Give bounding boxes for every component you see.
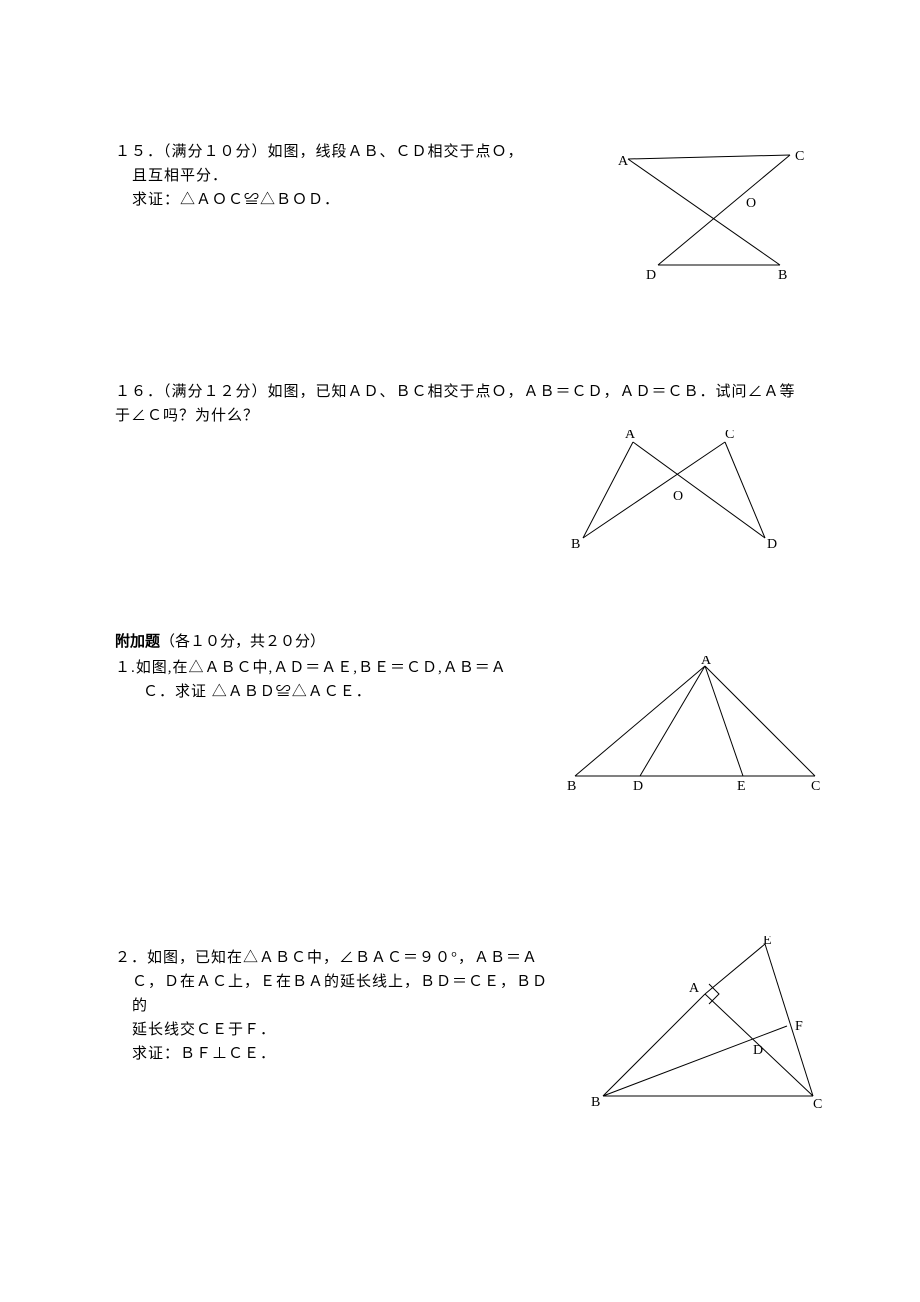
- figure-bonus1-svg: A B D E C: [565, 656, 835, 796]
- label-B: B: [591, 1095, 600, 1110]
- problem-text-line1: 如图，线段ＡＢ、ＣＤ相交于点Ｏ，: [268, 144, 524, 160]
- bonus-2: ２．如图，已知在△ＡＢＣ中，∠ＢＡＣ＝９０°，ＡＢ＝Ａ Ｃ，Ｄ在ＡＣ上，Ｅ在ＢＡ…: [115, 946, 805, 1126]
- label-B: B: [567, 779, 576, 794]
- problem-number: １.: [115, 660, 136, 676]
- problem-text-line1: 如图，已知在△ＡＢＣ中，∠ＢＡＣ＝９０°，ＡＢ＝Ａ: [147, 950, 538, 966]
- problem-text-line3: 求证：△ＡＯＣ≌△ＢＯＤ．: [115, 188, 555, 212]
- figure-15: A C O D B: [610, 145, 815, 290]
- problem-16: １６．（满分１２分）如图，已知ＡＤ、ＢＣ相交于点Ｏ，ＡＢ＝ＣＤ，ＡＤ＝ＣＢ．试问…: [115, 380, 805, 550]
- bonus-1: １.如图,在△ＡＢＣ中,ＡＤ＝ＡＥ,ＢＥ＝ＣＤ,ＡＢ＝Ａ Ｃ．求证 △ＡＢＤ≌△…: [115, 656, 805, 806]
- label-B: B: [778, 268, 787, 283]
- problem-points: （满分１０分）: [163, 144, 268, 160]
- problem-15: １５．（满分１０分）如图，线段ＡＢ、ＣＤ相交于点Ｏ， 且互相平分． 求证：△ＡＯ…: [115, 140, 805, 280]
- figure-16: A C O B D: [565, 430, 785, 560]
- label-O: O: [746, 196, 756, 211]
- problem-text-line2: Ｃ．求证 △ＡＢＤ≌△ＡＣＥ．: [115, 680, 545, 704]
- problem-text-line4: 求证：ＢＦ⊥ＣＥ．: [115, 1042, 555, 1066]
- label-O: O: [673, 489, 683, 504]
- problem-text-line2: Ｃ，Ｄ在ＡＣ上，Ｅ在ＢＡ的延长线上，ＢＤ＝ＣＥ，ＢＤ的: [115, 970, 555, 1018]
- label-C: C: [795, 149, 804, 164]
- figure-16-svg: A C O B D: [565, 430, 785, 555]
- label-D: D: [633, 779, 643, 794]
- label-A: A: [701, 656, 712, 668]
- bonus-header: 附加题（各１０分，共２０分）: [115, 630, 805, 654]
- label-E: E: [763, 936, 772, 948]
- problem-number: ２．: [115, 950, 147, 966]
- problem-number: １６．: [115, 384, 163, 400]
- label-C: C: [725, 430, 734, 442]
- label-D: D: [767, 537, 777, 552]
- problem-text-line3: 延长线交ＣＥ于Ｆ．: [115, 1018, 555, 1042]
- figure-15-svg: A C O D B: [610, 145, 815, 285]
- label-D: D: [753, 1043, 763, 1058]
- bonus-title: 附加题: [115, 634, 160, 650]
- problem-16-text: １６．（满分１２分）如图，已知ＡＤ、ＢＣ相交于点Ｏ，ＡＢ＝ＣＤ，ＡＤ＝ＣＢ．试问…: [115, 380, 805, 428]
- label-A: A: [625, 430, 636, 442]
- label-B: B: [571, 537, 580, 552]
- label-D: D: [646, 268, 656, 283]
- problem-text-line2: 且互相平分．: [115, 164, 555, 188]
- problem-points: （满分１２分）: [163, 384, 268, 400]
- problem-15-text: １５．（满分１０分）如图，线段ＡＢ、ＣＤ相交于点Ｏ， 且互相平分． 求证：△ＡＯ…: [115, 140, 555, 212]
- label-E: E: [737, 779, 746, 794]
- bonus-1-text: １.如图,在△ＡＢＣ中,ＡＤ＝ＡＥ,ＢＥ＝ＣＤ,ＡＢ＝Ａ Ｃ．求证 △ＡＢＤ≌△…: [115, 656, 545, 704]
- bonus-points: （各１０分，共２０分）: [160, 634, 325, 650]
- bonus-2-text: ２．如图，已知在△ＡＢＣ中，∠ＢＡＣ＝９０°，ＡＢ＝Ａ Ｃ，Ｄ在ＡＣ上，Ｅ在ＢＡ…: [115, 946, 555, 1066]
- label-F: F: [795, 1019, 803, 1034]
- figure-bonus2: E A F D B C: [585, 936, 835, 1121]
- problem-text-line1: 如图,在△ＡＢＣ中,ＡＤ＝ＡＥ,ＢＥ＝ＣＤ,ＡＢ＝Ａ: [136, 660, 507, 676]
- label-C: C: [811, 779, 820, 794]
- figure-bonus2-svg: E A F D B C: [585, 936, 835, 1116]
- label-A: A: [689, 981, 700, 996]
- label-C: C: [813, 1097, 822, 1112]
- label-A: A: [618, 154, 629, 169]
- problem-number: １５．: [115, 144, 163, 160]
- figure-bonus1: A B D E C: [565, 656, 835, 801]
